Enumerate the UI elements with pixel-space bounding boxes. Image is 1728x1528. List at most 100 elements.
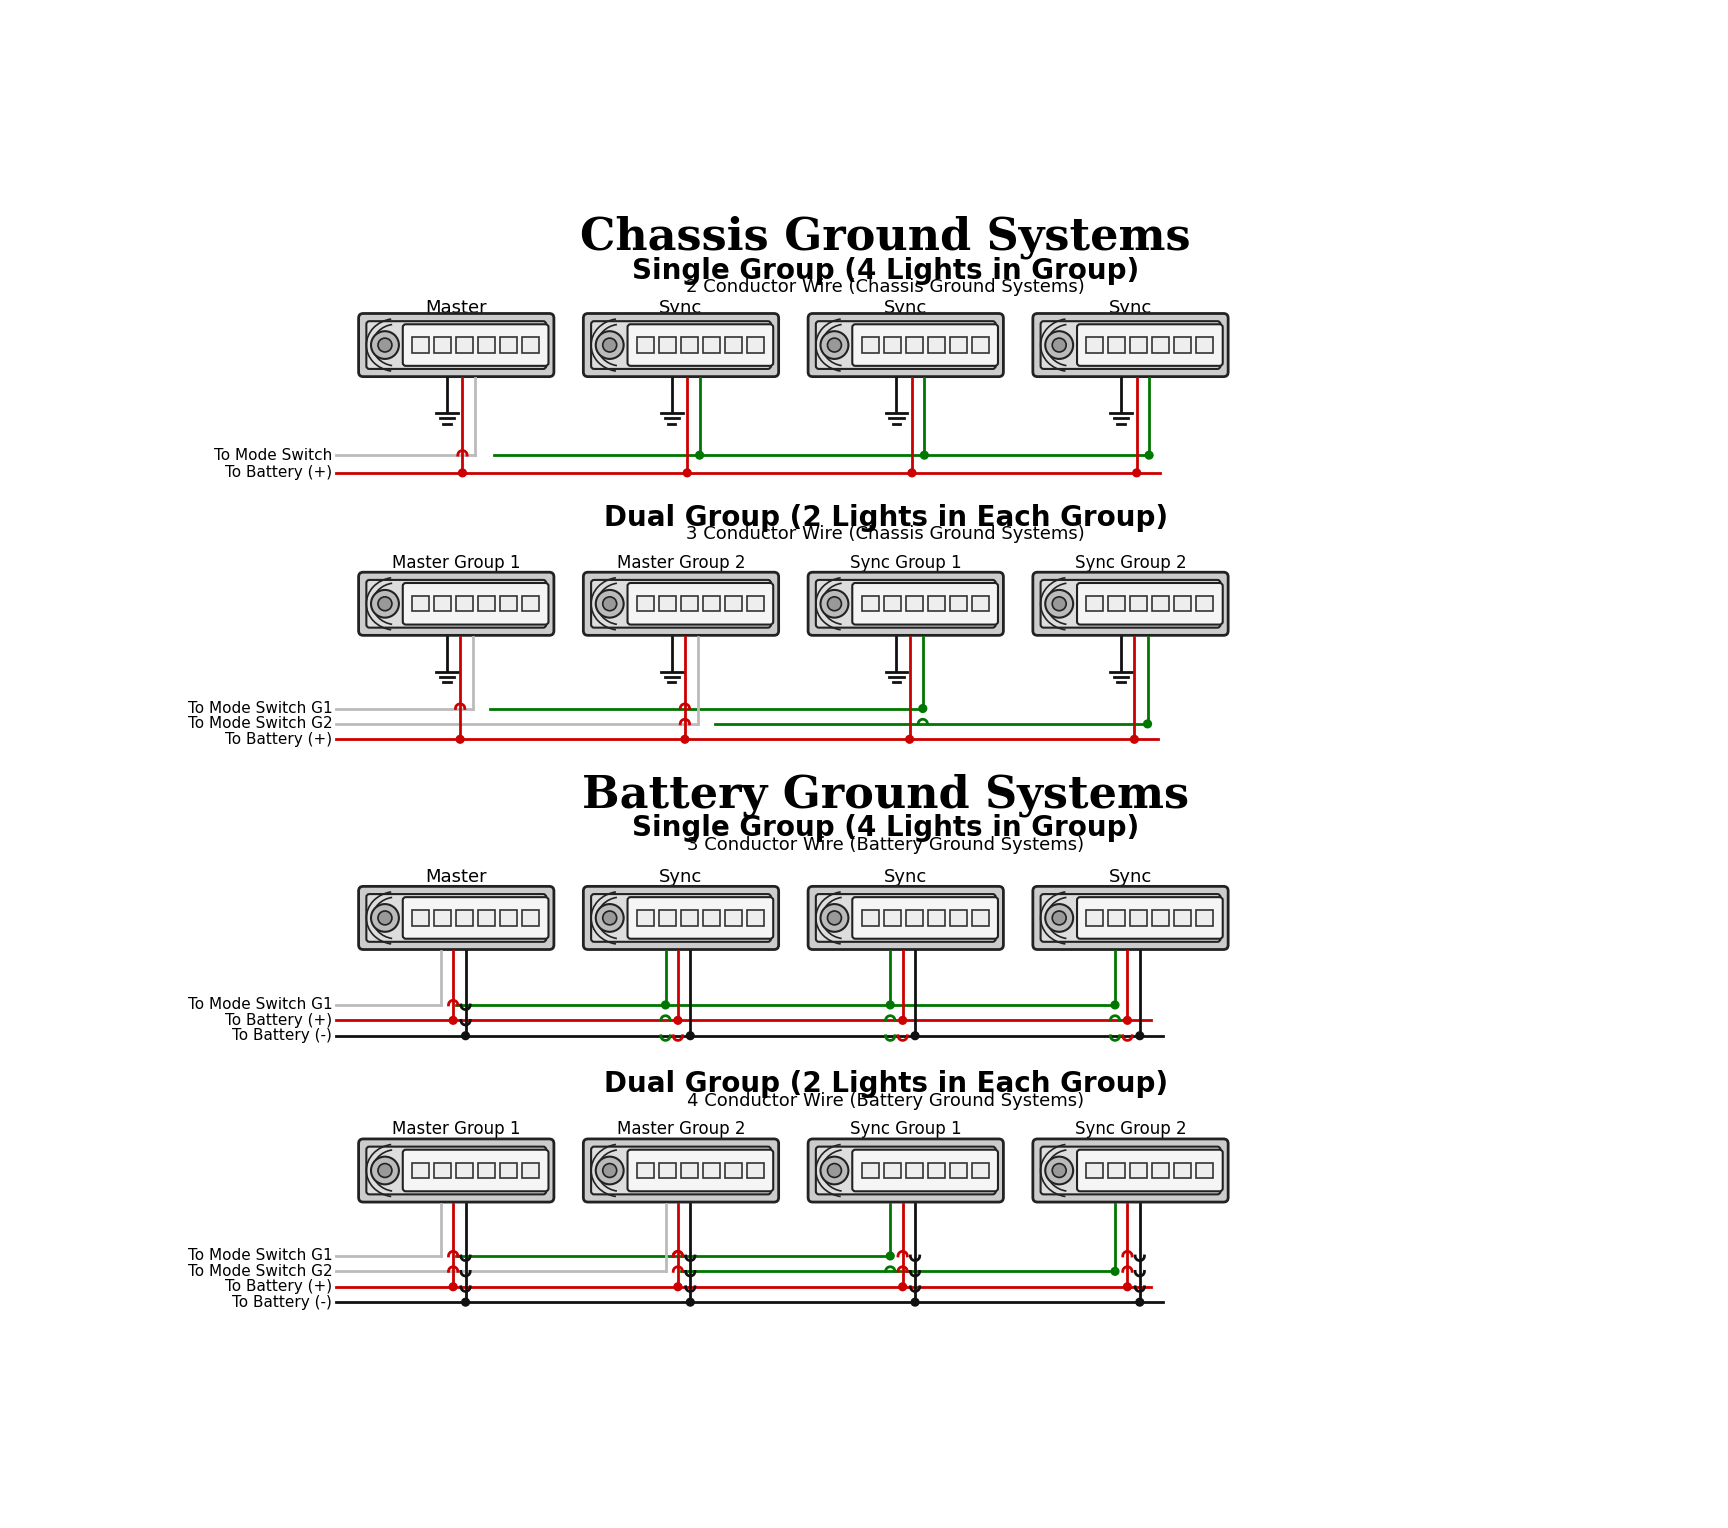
Circle shape — [1111, 1268, 1118, 1276]
Bar — [703, 1163, 721, 1178]
FancyBboxPatch shape — [359, 1138, 555, 1203]
Text: To Mode Switch: To Mode Switch — [214, 448, 332, 463]
Text: Master Group 2: Master Group 2 — [617, 1120, 745, 1138]
Bar — [499, 1163, 517, 1178]
Bar — [411, 338, 429, 353]
Bar — [456, 596, 473, 611]
Text: To Mode Switch G1: To Mode Switch G1 — [188, 998, 332, 1013]
Bar — [522, 911, 539, 926]
Circle shape — [686, 1031, 695, 1039]
Bar — [1130, 911, 1147, 926]
Text: Sync Group 1: Sync Group 1 — [850, 553, 961, 571]
Text: Sync: Sync — [1109, 868, 1153, 886]
Text: Sync: Sync — [1109, 299, 1153, 316]
Circle shape — [899, 1016, 907, 1024]
Circle shape — [461, 1031, 470, 1039]
Text: To Battery (-): To Battery (-) — [232, 1028, 332, 1044]
Bar — [456, 1163, 473, 1178]
Bar — [1153, 596, 1170, 611]
Text: To Battery (+): To Battery (+) — [225, 1279, 332, 1294]
FancyBboxPatch shape — [366, 894, 546, 941]
Bar — [434, 338, 451, 353]
Circle shape — [683, 469, 691, 477]
Bar — [928, 911, 945, 926]
FancyBboxPatch shape — [809, 313, 1004, 376]
Circle shape — [1045, 332, 1073, 359]
Text: Sync Group 2: Sync Group 2 — [1075, 553, 1187, 571]
Circle shape — [828, 1163, 842, 1178]
Circle shape — [372, 905, 399, 932]
Bar — [522, 338, 539, 353]
Circle shape — [596, 1157, 624, 1184]
Bar — [411, 596, 429, 611]
Bar — [681, 1163, 698, 1178]
Bar — [1108, 911, 1125, 926]
FancyBboxPatch shape — [584, 886, 779, 949]
FancyBboxPatch shape — [852, 1149, 999, 1192]
Circle shape — [378, 1163, 392, 1178]
FancyBboxPatch shape — [627, 324, 772, 365]
Text: 3 Conductor Wire (Chassis Ground Systems): 3 Conductor Wire (Chassis Ground Systems… — [686, 526, 1085, 544]
Circle shape — [1045, 1157, 1073, 1184]
Bar — [658, 1163, 676, 1178]
Circle shape — [828, 911, 842, 924]
Bar — [703, 338, 721, 353]
Bar — [434, 911, 451, 926]
FancyBboxPatch shape — [816, 581, 995, 628]
Bar — [905, 1163, 923, 1178]
FancyBboxPatch shape — [591, 894, 771, 941]
Text: Sync Group 1: Sync Group 1 — [850, 1120, 961, 1138]
Circle shape — [1134, 469, 1140, 477]
Bar — [746, 911, 764, 926]
FancyBboxPatch shape — [1040, 581, 1220, 628]
Circle shape — [1111, 1001, 1118, 1008]
FancyBboxPatch shape — [816, 321, 995, 368]
Bar — [1087, 911, 1104, 926]
Bar — [1087, 338, 1104, 353]
FancyBboxPatch shape — [584, 571, 779, 636]
Circle shape — [449, 1016, 456, 1024]
FancyBboxPatch shape — [809, 1138, 1004, 1203]
Bar — [746, 338, 764, 353]
Bar — [724, 338, 741, 353]
Circle shape — [603, 1163, 617, 1178]
Circle shape — [905, 735, 914, 743]
Circle shape — [1130, 735, 1139, 743]
Circle shape — [1135, 1299, 1144, 1306]
Bar — [883, 911, 900, 926]
Bar — [638, 1163, 653, 1178]
Bar — [1153, 338, 1170, 353]
Circle shape — [449, 1284, 456, 1291]
FancyBboxPatch shape — [359, 886, 555, 949]
Bar — [905, 911, 923, 926]
Text: To Mode Switch G1: To Mode Switch G1 — [188, 1248, 332, 1264]
Circle shape — [461, 1299, 470, 1306]
Bar — [862, 911, 878, 926]
Circle shape — [1135, 1031, 1144, 1039]
Circle shape — [372, 1157, 399, 1184]
Bar — [1153, 911, 1170, 926]
FancyBboxPatch shape — [359, 571, 555, 636]
Circle shape — [378, 597, 392, 611]
Bar — [1130, 1163, 1147, 1178]
Circle shape — [686, 1299, 695, 1306]
Circle shape — [828, 597, 842, 611]
Text: Sync: Sync — [660, 868, 703, 886]
Bar — [746, 1163, 764, 1178]
Bar — [883, 596, 900, 611]
FancyBboxPatch shape — [816, 894, 995, 941]
Bar — [746, 596, 764, 611]
Bar — [1087, 596, 1104, 611]
FancyBboxPatch shape — [809, 886, 1004, 949]
FancyBboxPatch shape — [627, 584, 772, 625]
Circle shape — [1123, 1284, 1132, 1291]
Bar — [499, 911, 517, 926]
FancyBboxPatch shape — [1033, 313, 1229, 376]
FancyBboxPatch shape — [1033, 571, 1229, 636]
FancyBboxPatch shape — [627, 1149, 772, 1192]
Text: 3 Conductor Wire (Battery Ground Systems): 3 Conductor Wire (Battery Ground Systems… — [688, 836, 1083, 854]
Text: Sync: Sync — [660, 299, 703, 316]
Text: Dual Group (2 Lights in Each Group): Dual Group (2 Lights in Each Group) — [603, 1071, 1168, 1099]
FancyBboxPatch shape — [366, 581, 546, 628]
Bar — [1175, 596, 1191, 611]
